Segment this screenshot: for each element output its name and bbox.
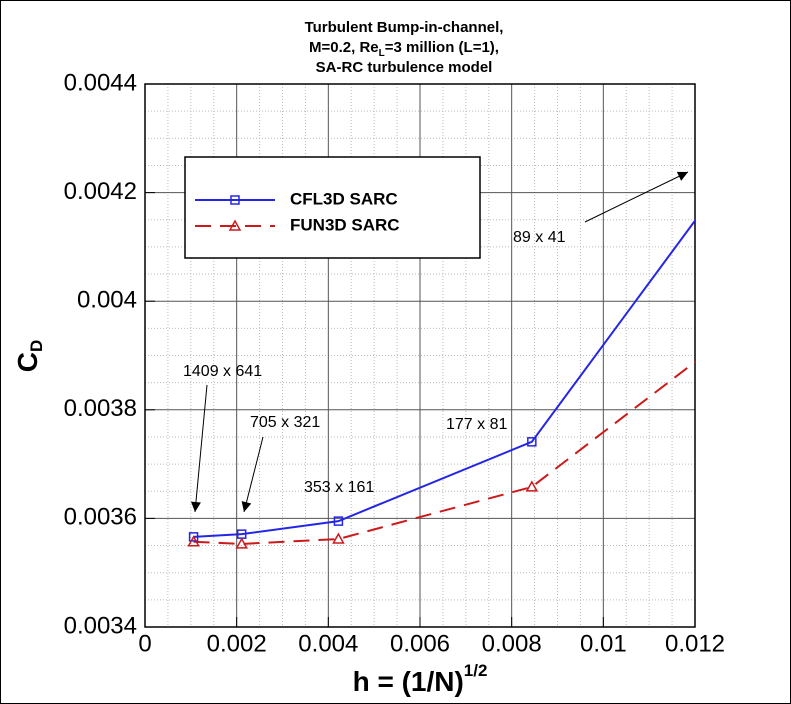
data-point [188, 532, 199, 542]
title-line: SA-RC turbulence model [316, 59, 493, 76]
series-line [193, 360, 695, 545]
y-axis-label: CD [12, 340, 46, 373]
legend-label: CFL3D SARC [290, 189, 398, 208]
plot-area [193, 218, 695, 545]
series-line [193, 218, 695, 538]
y-tick-label: 0.0036 [64, 504, 137, 531]
legend-label: FUN3D SARC [290, 215, 400, 234]
data-point [525, 480, 539, 492]
title-sub: L [379, 48, 385, 59]
plot-border [144, 83, 696, 628]
data-point [332, 532, 345, 544]
annotation: 705 x 321 [250, 414, 320, 431]
annotation: 177 x 81 [446, 416, 507, 433]
annotation: 89 x 41 [513, 229, 566, 246]
x-label-text: h = (1/N) [353, 666, 464, 697]
x-tick-label: 0.012 [665, 630, 725, 657]
x-tick-label: 0.004 [298, 630, 358, 657]
x-tick-label: 0.01 [580, 630, 627, 657]
data-point [235, 537, 248, 549]
data-point [187, 535, 200, 547]
x-tick-label: 0.006 [390, 630, 450, 657]
annotation-arrow [190, 384, 208, 513]
x-tick-label: 0 [138, 630, 151, 657]
legend-marker [228, 219, 242, 231]
annotation-arrow [241, 436, 264, 513]
annotation: 353 x 161 [304, 479, 374, 496]
legend-box [184, 156, 481, 259]
title-line: Turbulent Bump-in-channel, [305, 19, 504, 36]
title-part: =3 million (L=1), [385, 39, 499, 56]
x-tick-label: 0.008 [482, 630, 542, 657]
y-tick-label: 0.0044 [64, 69, 137, 96]
legend-marker [230, 195, 240, 205]
annotation: 1409 x 641 [183, 363, 262, 380]
annotation-arrow [584, 171, 689, 223]
x-label-sup: 1/2 [464, 661, 488, 680]
y-tick-label: 0.004 [77, 287, 137, 314]
y-label-text: C [12, 352, 43, 372]
x-axis-label: h = (1/N)1/2 [353, 661, 488, 697]
y-tick-label: 0.0034 [64, 612, 137, 639]
data-point [333, 516, 344, 526]
y-tick-label: 0.0042 [64, 178, 137, 205]
title-part: M=0.2, Re [309, 39, 379, 56]
y-tick-label: 0.0038 [64, 395, 137, 422]
x-tick-label: 0.002 [207, 630, 267, 657]
title-line: M=0.2, ReL=3 million (L=1), [309, 39, 499, 59]
data-point [527, 437, 537, 447]
y-label-sub: D [27, 340, 46, 352]
